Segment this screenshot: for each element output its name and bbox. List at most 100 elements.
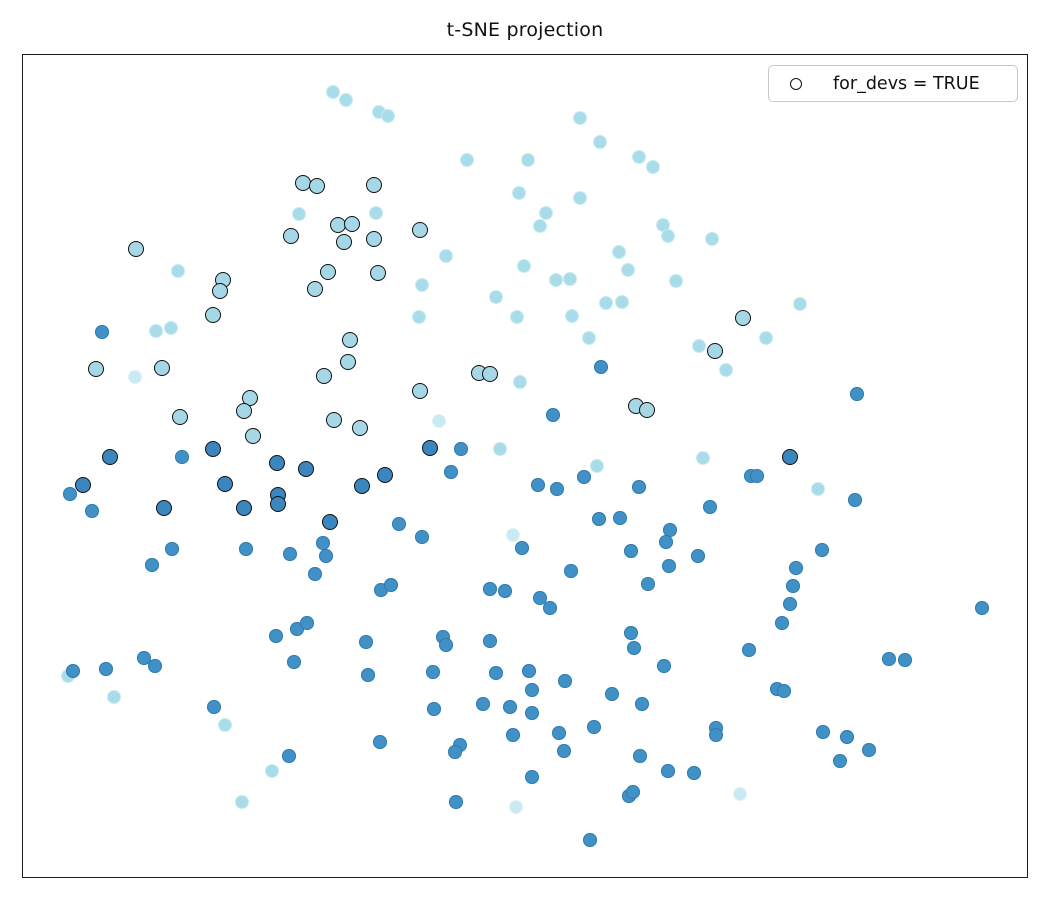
data-point-lightblue (510, 310, 524, 324)
data-point-darkblue (165, 542, 179, 556)
data-point-darkblue (898, 653, 912, 667)
data-point-darkblue (300, 616, 314, 630)
data-point-darkblue (207, 700, 221, 714)
data-point-darkblue (525, 706, 539, 720)
data-point-darkblue (533, 591, 547, 605)
data-point-lightblue (615, 295, 629, 309)
data-point-darkblue (592, 512, 606, 526)
data-point-darkblue (552, 726, 566, 740)
data-point-lightblue (669, 274, 683, 288)
data-point-darkblue (577, 470, 591, 484)
data-point-darkblue (269, 629, 283, 643)
data-point-lightblue (582, 331, 596, 345)
data-point-for_devs_true_darkblue (269, 455, 285, 471)
data-point-darkblue (627, 641, 641, 655)
data-point-darkblue (282, 749, 296, 763)
data-point-lightblue (339, 93, 353, 107)
data-point-lightblue (512, 186, 526, 200)
data-point-darkblue (415, 530, 429, 544)
data-point-lightblue (415, 278, 429, 292)
data-point-darkblue (624, 626, 638, 640)
data-point-lightblue (632, 150, 646, 164)
data-point-lightblue (533, 219, 547, 233)
data-point-darkblue (624, 544, 638, 558)
data-point-for_devs_true_lightblue (707, 343, 723, 359)
data-point-for_devs_true_lightblue (212, 283, 228, 299)
data-point-lightblue (759, 331, 773, 345)
data-point-darkblue (557, 744, 571, 758)
data-point-darkblue (777, 684, 791, 698)
data-point-for_devs_true_lightblue (336, 234, 352, 250)
data-point-lightblue (612, 245, 626, 259)
data-point-lightblue (460, 153, 474, 167)
data-point-darkblue (515, 541, 529, 555)
data-point-darkblue (587, 720, 601, 734)
data-point-darkblue (361, 668, 375, 682)
data-point-darkblue (833, 754, 847, 768)
data-point-for_devs_true_lightblue (639, 402, 655, 418)
data-point-for_devs_true_lightblue (88, 361, 104, 377)
data-point-lightblue (521, 153, 535, 167)
plot-area (22, 54, 1028, 878)
data-point-darkblue (145, 558, 159, 572)
data-point-darkblue (483, 634, 497, 648)
data-point-darkblue (531, 478, 545, 492)
data-point-for_devs_true_lightblue (735, 310, 751, 326)
data-point-darkblue (662, 559, 676, 573)
data-point-darkblue (709, 728, 723, 742)
data-point-darkblue (489, 666, 503, 680)
data-point-darkblue (283, 547, 297, 561)
data-point-darkblue (427, 702, 441, 716)
data-point-for_devs_true_lightblue (307, 281, 323, 297)
data-point-lightblue (493, 442, 507, 456)
data-point-darkblue (506, 728, 520, 742)
data-point-darkblue (626, 785, 640, 799)
data-point-darkblue (703, 500, 717, 514)
data-point-for_devs_true_darkblue (270, 496, 286, 512)
data-point-darkblue (483, 582, 497, 596)
data-point-darkblue (319, 549, 333, 563)
data-point-paleblue (506, 528, 520, 542)
data-point-darkblue (815, 543, 829, 557)
data-point-darkblue (522, 664, 536, 678)
data-point-darkblue (783, 597, 797, 611)
data-point-lightblue (149, 324, 163, 338)
data-point-for_devs_true_lightblue (326, 412, 342, 428)
data-point-for_devs_true_lightblue (366, 231, 382, 247)
data-point-for_devs_true_darkblue (236, 500, 252, 516)
data-point-darkblue (63, 487, 77, 501)
data-point-for_devs_true_darkblue (322, 514, 338, 530)
data-point-darkblue (687, 766, 701, 780)
data-point-darkblue (613, 511, 627, 525)
data-point-for_devs_true_lightblue (128, 241, 144, 257)
data-point-for_devs_true_darkblue (217, 476, 233, 492)
data-point-for_devs_true_darkblue (156, 500, 172, 516)
data-point-darkblue (850, 387, 864, 401)
data-point-lightblue (565, 309, 579, 323)
data-point-for_devs_true_darkblue (377, 467, 393, 483)
data-point-for_devs_true_darkblue (422, 440, 438, 456)
data-point-darkblue (594, 360, 608, 374)
data-point-darkblue (564, 564, 578, 578)
data-point-lightblue (590, 459, 604, 473)
data-point-lightblue (513, 375, 527, 389)
data-point-for_devs_true_darkblue (782, 449, 798, 465)
data-point-for_devs_true_lightblue (352, 420, 368, 436)
data-point-lightblue (621, 263, 635, 277)
data-point-darkblue (359, 635, 373, 649)
legend-label: for_devs = TRUE (833, 73, 980, 94)
data-point-darkblue (750, 469, 764, 483)
data-point-lightblue (661, 229, 675, 243)
data-point-darkblue (525, 683, 539, 697)
data-point-darkblue (862, 743, 876, 757)
data-point-lightblue (439, 249, 453, 263)
data-point-darkblue (66, 664, 80, 678)
data-point-darkblue (633, 749, 647, 763)
data-point-darkblue (546, 408, 560, 422)
data-point-paleblue (509, 800, 523, 814)
data-point-for_devs_true_darkblue (205, 441, 221, 457)
data-point-darkblue (848, 493, 862, 507)
data-point-for_devs_true_lightblue (340, 354, 356, 370)
data-point-for_devs_true_darkblue (75, 477, 91, 493)
